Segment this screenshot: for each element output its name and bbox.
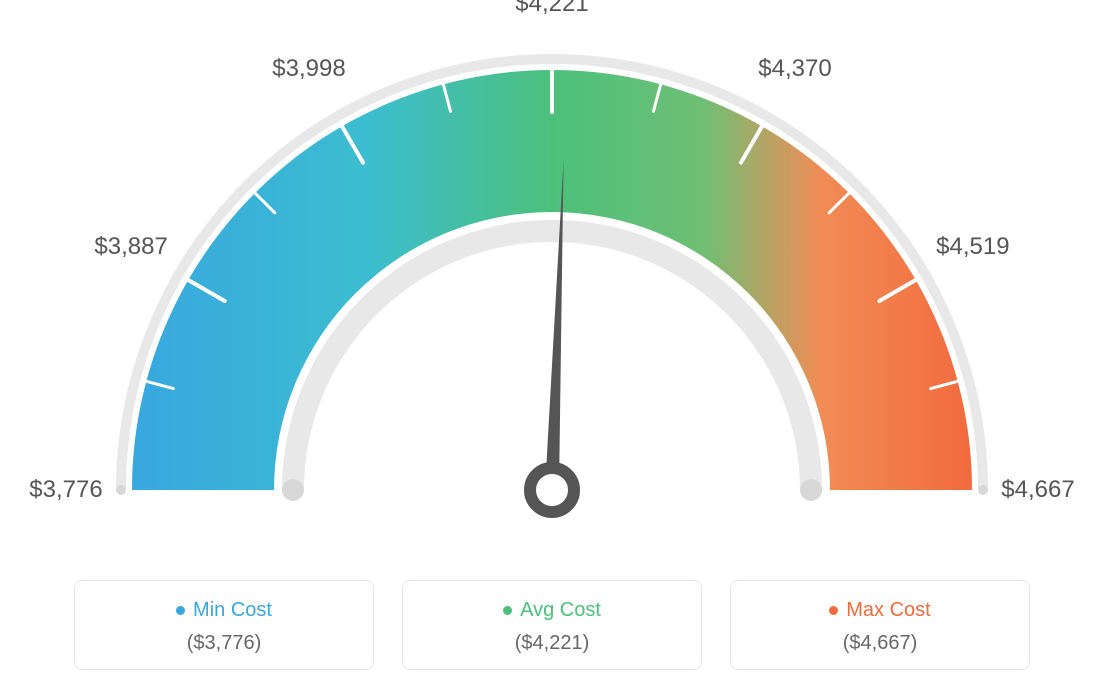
legend-title-avg: Avg Cost (503, 599, 601, 622)
legend-dot-icon (829, 606, 838, 615)
gauge-tick-label: $4,370 (758, 55, 831, 83)
legend-title-min: Min Cost (176, 599, 272, 622)
legend-title-max: Max Cost (829, 599, 930, 622)
gauge-tick-label: $4,221 (515, 0, 588, 18)
legend-value-avg: ($4,221) (413, 632, 691, 655)
legend-dot-icon (176, 606, 185, 615)
gauge-area: $3,776 $3,887 $3,998 $4,221 $4,370 $4,519 $4,6… (0, 0, 1104, 560)
gauge-svg (0, 0, 1104, 560)
cost-gauge-panel: $3,776 $3,887 $3,998 $4,221 $4,370 $4,519 $4,6… (0, 0, 1104, 690)
gauge-tick-label: $4,667 (1001, 476, 1074, 504)
legend-title-text: Min Cost (193, 599, 272, 622)
legend-title-text: Max Cost (846, 599, 930, 622)
legend-row: Min Cost ($3,776) Avg Cost ($4,221) Max … (0, 580, 1104, 670)
legend-title-text: Avg Cost (520, 599, 601, 622)
legend-dot-icon (503, 606, 512, 615)
legend-card-max: Max Cost ($4,667) (730, 580, 1030, 670)
legend-value-min: ($3,776) (85, 632, 363, 655)
gauge-tick-label: $3,998 (272, 55, 345, 83)
legend-value-max: ($4,667) (741, 632, 1019, 655)
legend-card-min: Min Cost ($3,776) (74, 580, 374, 670)
gauge-tick-label: $4,519 (936, 233, 1009, 261)
legend-card-avg: Avg Cost ($4,221) (402, 580, 702, 670)
gauge-tick-label: $3,776 (29, 476, 102, 504)
gauge-tick-label: $3,887 (94, 233, 167, 261)
